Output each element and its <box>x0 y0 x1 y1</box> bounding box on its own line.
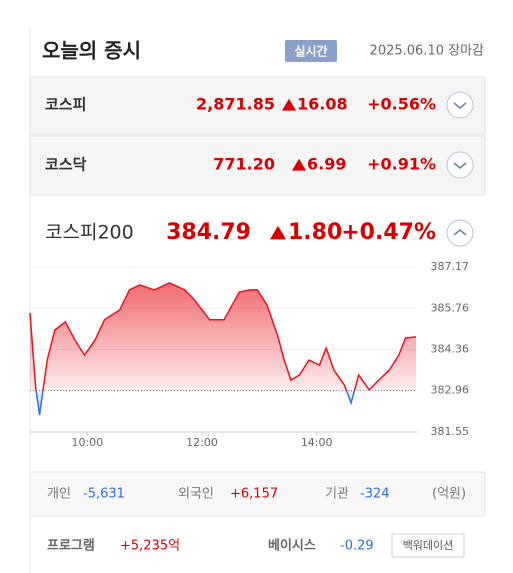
investor-label: 개인 <box>47 487 71 502</box>
toggle-button[interactable] <box>446 91 474 119</box>
date: 2025.06.10 장마감 <box>370 44 484 59</box>
badge-bg <box>285 40 337 62</box>
toggle-button[interactable] <box>446 219 474 247</box>
basis-label: 베이시스 <box>268 538 316 554</box>
line <box>29 282 417 416</box>
basis-value: -0.29 <box>340 539 374 554</box>
basis-badge <box>391 533 465 558</box>
up-arrow <box>292 158 306 171</box>
index-change: 16.08 <box>297 95 348 114</box>
investor-value: +6,157 <box>230 487 278 502</box>
chevron <box>453 162 467 169</box>
row-bg <box>29 135 486 196</box>
up-arrow <box>282 98 296 111</box>
index-name: 코스피 <box>45 96 86 114</box>
investor-value: -324 <box>360 487 390 502</box>
index-percent: +0.47% <box>341 220 436 245</box>
badge: 실시간 <box>294 44 327 59</box>
y-tick-label: 381.55 <box>431 425 470 438</box>
row-bg <box>29 76 486 135</box>
y-tick-label: 382.96 <box>431 384 470 397</box>
y-tick-label: 384.36 <box>431 343 470 356</box>
index-name: 코스닥 <box>45 156 87 174</box>
chevron <box>453 102 467 109</box>
chevron <box>453 229 467 236</box>
index-value: 384.79 <box>166 220 251 245</box>
investor-value: -5,631 <box>83 487 125 502</box>
index-percent: +0.91% <box>367 155 436 174</box>
index-change: 6.99 <box>307 155 346 174</box>
toggle-button[interactable] <box>446 151 474 179</box>
basis-state: 백워데이션 <box>403 539 454 552</box>
area <box>30 282 417 415</box>
title: 오늘의 증시 <box>42 39 141 63</box>
investor-label: 외국인 <box>178 487 214 502</box>
x-tick-label: 14:00 <box>301 436 333 449</box>
program-value: +5,235억 <box>120 539 180 554</box>
index-value: 771.20 <box>213 155 275 174</box>
index-percent: +0.56% <box>367 95 436 114</box>
up-arrow <box>270 225 286 240</box>
index-value: 2,871.85 <box>196 95 275 114</box>
y-tick-label: 387.17 <box>431 260 470 273</box>
investor-box <box>29 471 486 517</box>
program-label: 프로그램 <box>47 539 95 554</box>
investor-label: 기관 <box>325 487 349 502</box>
x-tick-label: 10:00 <box>71 436 103 449</box>
index-name: 코스피200 <box>45 222 134 244</box>
unit: (억원) <box>432 487 466 502</box>
index-change: 1.80 <box>288 220 342 245</box>
x-tick-label: 12:00 <box>186 436 218 449</box>
y-tick-label: 385.76 <box>431 301 470 314</box>
